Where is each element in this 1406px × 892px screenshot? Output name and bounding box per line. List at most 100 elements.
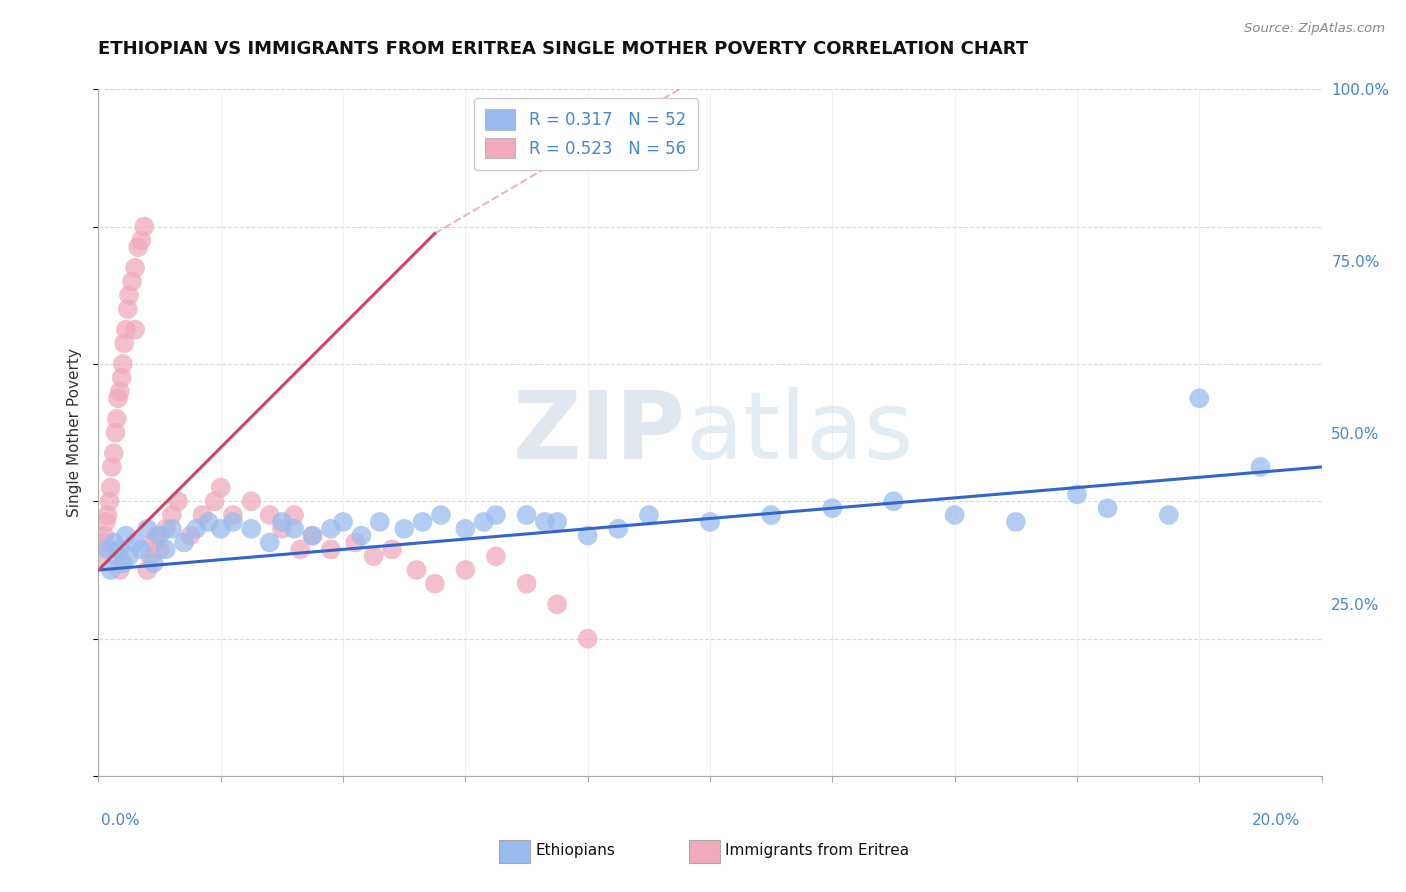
Point	[301, 528, 323, 542]
Point	[108, 542, 131, 557]
Point	[546, 515, 568, 529]
Text: Immigrants from Eritrea: Immigrants from Eritrea	[725, 844, 910, 858]
Point	[108, 563, 131, 577]
Point	[576, 528, 599, 542]
Point	[186, 522, 208, 536]
Text: Ethiopians: Ethiopians	[536, 844, 616, 858]
Point	[100, 481, 122, 495]
Point	[270, 515, 294, 529]
Text: atlas: atlas	[686, 386, 914, 479]
Point	[454, 563, 477, 577]
Point	[111, 357, 134, 371]
Point	[209, 481, 232, 495]
Point	[1004, 515, 1026, 529]
Point	[240, 522, 263, 536]
Point	[139, 549, 162, 564]
Point	[1157, 508, 1180, 522]
Point	[90, 549, 112, 564]
Point	[142, 556, 165, 570]
Point	[1250, 460, 1272, 475]
Point	[883, 494, 905, 508]
Point	[197, 515, 219, 529]
Point	[124, 322, 146, 336]
Point	[118, 549, 141, 564]
Point	[283, 508, 305, 522]
Point	[107, 391, 129, 405]
Point	[160, 522, 183, 536]
Point	[1097, 501, 1119, 516]
Point	[111, 556, 134, 570]
Point	[115, 322, 138, 336]
Point	[111, 370, 134, 384]
Point	[134, 219, 156, 234]
Point	[155, 542, 177, 557]
Point	[173, 535, 195, 549]
Point	[699, 515, 721, 529]
Point	[142, 535, 165, 549]
Point	[115, 528, 138, 542]
Point	[430, 508, 453, 522]
Point	[104, 425, 127, 440]
Point	[423, 576, 446, 591]
Point	[1066, 487, 1088, 501]
Point	[638, 508, 661, 522]
Point	[350, 528, 373, 542]
Point	[607, 522, 630, 536]
Point	[412, 515, 434, 529]
Point	[363, 549, 385, 564]
Y-axis label: Single Mother Poverty: Single Mother Poverty	[67, 348, 83, 517]
Point	[546, 598, 568, 612]
Point	[259, 508, 281, 522]
Point	[117, 301, 139, 316]
Point	[94, 515, 117, 529]
Legend: R = 0.317   N = 52, R = 0.523   N = 56: R = 0.317 N = 52, R = 0.523 N = 56	[474, 97, 697, 169]
Text: 0.0%: 0.0%	[101, 814, 141, 828]
Point	[485, 549, 508, 564]
Point	[103, 535, 125, 549]
Point	[124, 535, 146, 549]
Point	[240, 494, 263, 508]
Point	[112, 336, 135, 351]
Point	[821, 501, 844, 516]
Point	[319, 542, 342, 557]
Point	[405, 563, 427, 577]
Point	[105, 412, 128, 426]
Point	[100, 563, 122, 577]
Point	[454, 522, 477, 536]
Point	[93, 528, 115, 542]
Point	[368, 515, 391, 529]
Point	[105, 549, 128, 564]
Point	[121, 275, 143, 289]
Point	[103, 446, 125, 460]
Point	[319, 522, 342, 536]
Text: 20.0%: 20.0%	[1253, 814, 1301, 828]
Point	[98, 494, 121, 508]
Text: ZIP: ZIP	[513, 386, 686, 479]
Point	[943, 508, 966, 522]
Point	[534, 515, 557, 529]
Point	[290, 542, 312, 557]
Point	[392, 522, 416, 536]
Point	[129, 233, 152, 247]
Point	[149, 542, 172, 557]
Point	[149, 528, 172, 542]
Point	[472, 515, 495, 529]
Point	[209, 522, 232, 536]
Point	[576, 632, 599, 646]
Point	[485, 508, 508, 522]
Point	[155, 522, 177, 536]
Point	[222, 508, 245, 522]
Point	[259, 535, 281, 549]
Point	[1188, 391, 1211, 405]
Point	[91, 535, 114, 549]
Point	[270, 522, 294, 536]
Point	[136, 522, 159, 536]
Point	[101, 460, 124, 475]
Point	[344, 535, 367, 549]
Point	[204, 494, 226, 508]
Point	[136, 563, 159, 577]
Point	[332, 515, 354, 529]
Point	[516, 508, 538, 522]
Point	[129, 542, 152, 557]
Point	[145, 528, 167, 542]
